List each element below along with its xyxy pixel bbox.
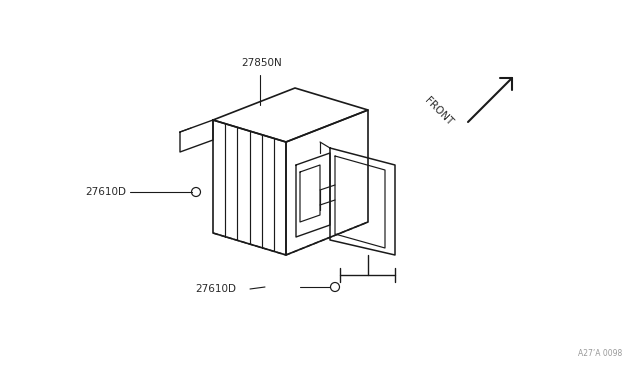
Text: A27’A 0098: A27’A 0098 xyxy=(578,349,622,358)
Text: FRONT: FRONT xyxy=(423,95,455,127)
Text: 27610D: 27610D xyxy=(195,284,236,294)
Text: 27610D: 27610D xyxy=(85,187,126,197)
Text: 27850N: 27850N xyxy=(242,58,282,68)
